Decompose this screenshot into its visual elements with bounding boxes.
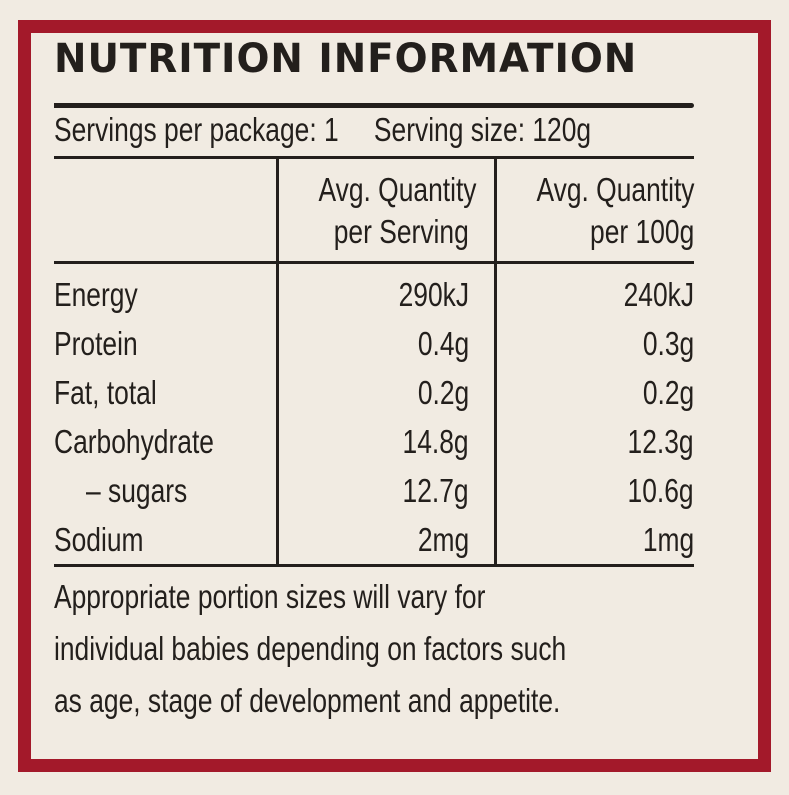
servings-per-package: Servings per package: 1: [54, 111, 339, 148]
header-divider: [54, 156, 694, 159]
header-per-100g: Avg. Quantity per 100g: [494, 159, 695, 261]
panel-title: NUTRITION INFORMATION: [54, 36, 638, 82]
table-header-divider: [54, 261, 694, 264]
per-serving-values: 290kJ 0.4g 0.2g 14.8g 12.7g 2mg: [276, 264, 494, 564]
title-divider: [54, 103, 694, 108]
table-header: Avg. Quantity per Serving Avg. Quantity …: [54, 159, 695, 261]
row-label: Energy Protein Fat, total Carbohydrate –…: [54, 276, 214, 558]
nutrition-panel-border: [18, 20, 771, 772]
per-100g-values: 240kJ 0.3g 0.2g 12.3g 10.6g 1mg: [494, 264, 694, 564]
serving-size: Serving size: 120g: [373, 111, 592, 148]
header-blank: [54, 159, 276, 261]
table-body: Energy Protein Fat, total Carbohydrate –…: [54, 264, 694, 564]
servings-line: Servings per package: 1 Serving size: 12…: [54, 108, 694, 156]
table-bottom-divider: [54, 564, 694, 567]
portion-note: Appropriate portion sizes will vary for …: [54, 578, 567, 719]
header-per-serving: Avg. Quantity per Serving: [276, 159, 494, 261]
nutrition-panel: NUTRITION INFORMATION Servings per packa…: [54, 35, 695, 727]
